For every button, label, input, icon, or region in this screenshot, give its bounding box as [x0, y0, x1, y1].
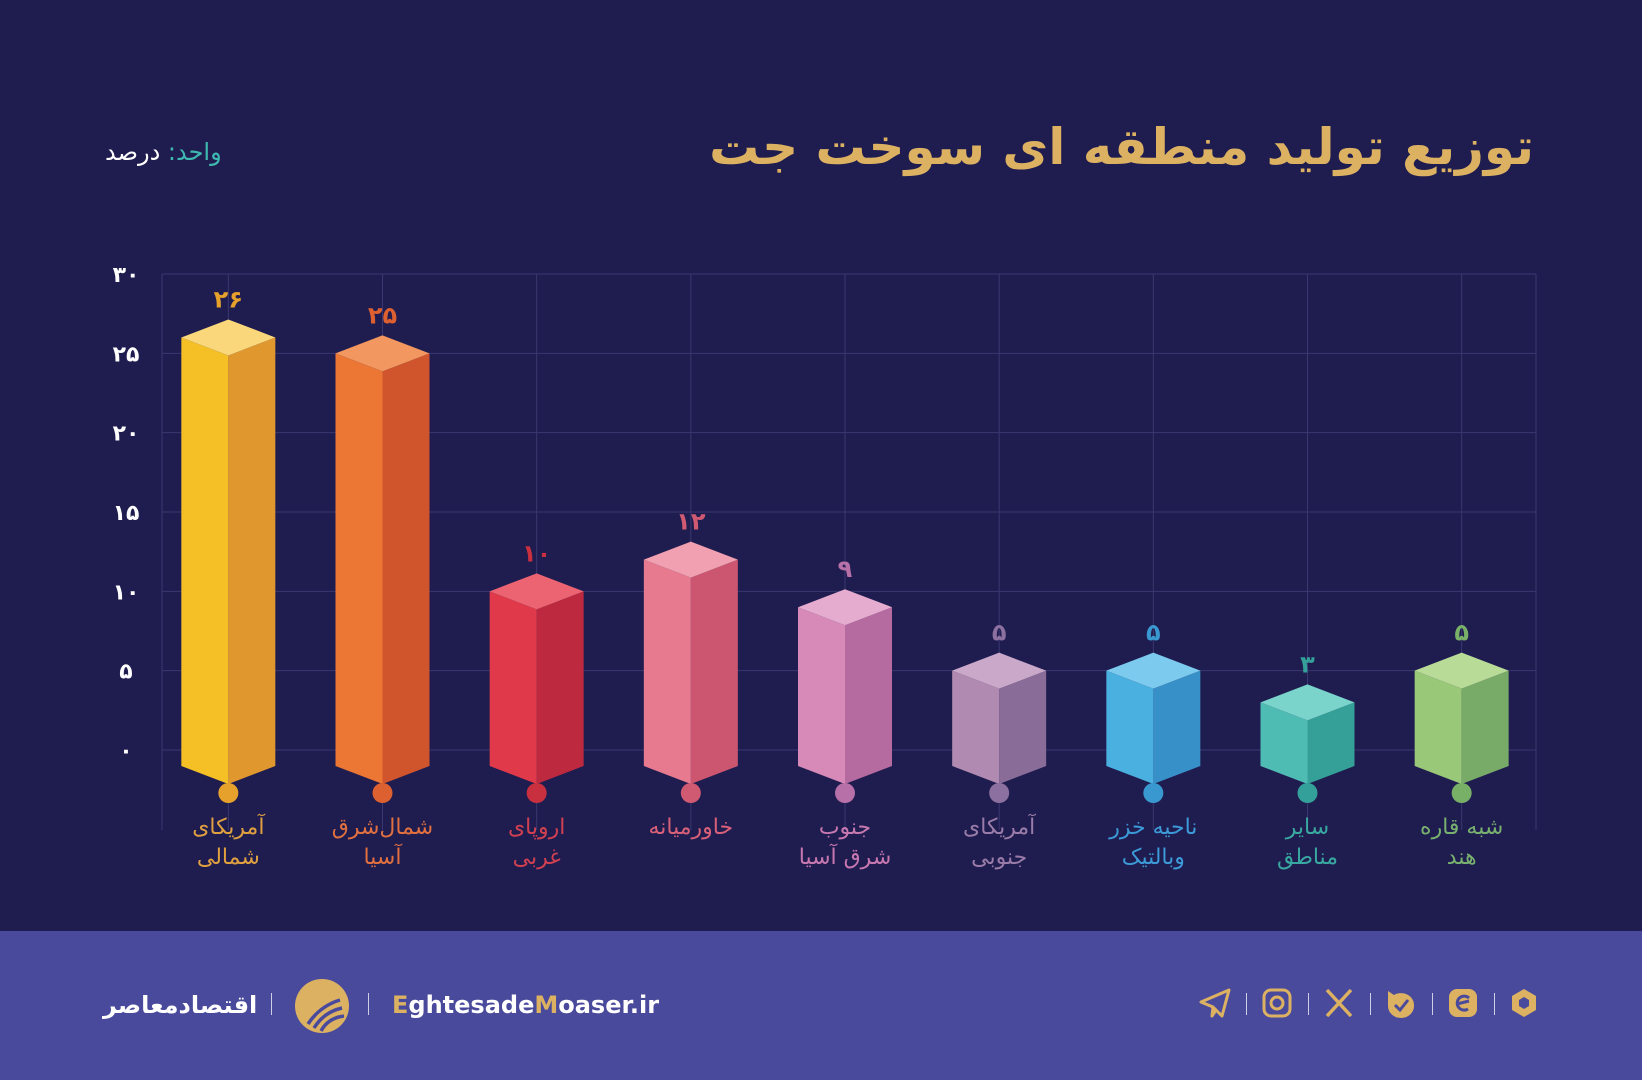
bar-side-face — [382, 353, 430, 784]
legend-dot — [526, 783, 547, 803]
unit-value: درصد — [105, 138, 161, 166]
bar-value-label: ۱۰ — [522, 539, 551, 567]
legend-dot — [218, 783, 239, 803]
legend-dot — [680, 783, 701, 803]
category-label: خاورمیانه — [649, 815, 734, 840]
bar-front-face — [1260, 702, 1308, 784]
divider — [1370, 993, 1371, 1015]
divider — [1308, 993, 1309, 1015]
category-label: اروپای — [508, 815, 565, 840]
bar-side-face — [228, 337, 276, 784]
unit-key: واحد: — [167, 138, 222, 166]
divider — [1494, 993, 1495, 1015]
bale-icon[interactable] — [1384, 986, 1418, 1020]
y-tick-label: ۱۵ — [113, 501, 140, 526]
bar-front-face — [181, 337, 229, 784]
telegram-icon[interactable] — [1198, 986, 1232, 1020]
divider — [368, 993, 369, 1015]
bar-side-face — [999, 670, 1047, 784]
chart-title: توزیع تولید منطقه ای سوخت جت — [709, 118, 1534, 176]
footer: اقتصادمعاصر EghtesadeMoaser.ir — [0, 931, 1642, 1080]
bar-top-face — [181, 319, 276, 356]
bar-side-face — [536, 591, 584, 784]
category-label: آمریکای — [192, 813, 265, 840]
bar-top-face — [489, 573, 584, 610]
bar-front-face — [643, 559, 691, 784]
bar-top-face — [335, 335, 430, 372]
category-label: شبه قاره — [1420, 815, 1503, 840]
category-label: آسیا — [364, 843, 403, 870]
bar-front-face — [489, 591, 537, 784]
legend-dot — [1143, 783, 1164, 803]
eitaa-icon[interactable] — [1446, 986, 1480, 1020]
brand-name: اقتصادمعاصر — [103, 991, 258, 1019]
y-tick-label: ۳۰ — [113, 263, 140, 288]
y-tick-label: ۰ — [119, 739, 132, 764]
legend-dot — [989, 783, 1010, 803]
x-icon[interactable] — [1322, 986, 1356, 1020]
y-tick-label: ۲۰ — [113, 422, 140, 447]
y-tick-label: ۱۰ — [113, 580, 140, 605]
legend-dot — [372, 783, 393, 803]
site-url[interactable]: EghtesadeMoaser.ir — [392, 991, 660, 1019]
bar-side-face — [1307, 702, 1355, 784]
bar-top-face — [952, 652, 1047, 689]
category-label: آمریکای — [963, 813, 1036, 840]
category-label: شرق آسیا — [799, 843, 892, 870]
bar-side-face — [690, 559, 738, 784]
bar-value-label: ۲۶ — [214, 285, 243, 313]
category-label: مناطق — [1277, 845, 1338, 870]
unit-label: واحد: درصد — [105, 138, 222, 166]
bar-front-face — [1414, 670, 1462, 784]
divider — [271, 993, 272, 1015]
bar-value-label: ۲۵ — [368, 301, 397, 329]
bar-value-label: ۳ — [1300, 650, 1315, 678]
divider — [1246, 993, 1247, 1015]
bar-side-face — [1153, 670, 1201, 784]
bar-top-face — [1260, 684, 1355, 721]
category-label: هند — [1447, 845, 1477, 870]
category-label: شمال‌شرق — [332, 815, 433, 840]
legend-dot — [1297, 783, 1318, 803]
category-label: وبالتیک — [1122, 845, 1185, 870]
y-tick-label: ۵ — [119, 660, 132, 685]
bar-top-face — [798, 589, 892, 626]
category-label: جنوبی — [971, 845, 1027, 870]
bar-top-face — [643, 541, 738, 578]
bar-value-label: ۱۲ — [676, 508, 706, 536]
category-label: سایر — [1285, 815, 1329, 840]
instagram-icon[interactable] — [1260, 986, 1294, 1020]
bar-value-label: ۵ — [1146, 619, 1161, 647]
bar-side-face — [845, 607, 892, 784]
bar-top-face — [1414, 652, 1509, 689]
bar-front-face — [335, 353, 383, 784]
bar-front-face — [1106, 670, 1154, 784]
bar-value-label: ۵ — [992, 619, 1007, 647]
bar-value-label: ۹ — [838, 555, 853, 583]
category-label: جنوب — [819, 815, 871, 840]
legend-dot — [1451, 783, 1472, 803]
rubika-icon[interactable] — [1507, 986, 1541, 1020]
legend-dot — [835, 783, 855, 803]
y-tick-label: ۲۵ — [113, 342, 140, 367]
divider — [1432, 993, 1433, 1015]
logo-icon — [295, 979, 349, 1033]
bar-value-label: ۵ — [1454, 619, 1469, 647]
bar-front-face — [952, 670, 1000, 784]
bar-top-face — [1106, 652, 1201, 689]
category-label: ناحیه خزر — [1108, 815, 1197, 840]
category-label: غربی — [513, 845, 561, 870]
bar-front-face — [798, 607, 845, 784]
bar-side-face — [1461, 670, 1509, 784]
bar-chart: ۰ ۵ ۱۰ ۱۵ ۲۰ ۲۵ ۳۰ ۲۶ آمریکای شمالی ۲۵ شمال‌شرق آسیا… — [113, 263, 1537, 870]
category-label: شمالی — [197, 845, 260, 870]
